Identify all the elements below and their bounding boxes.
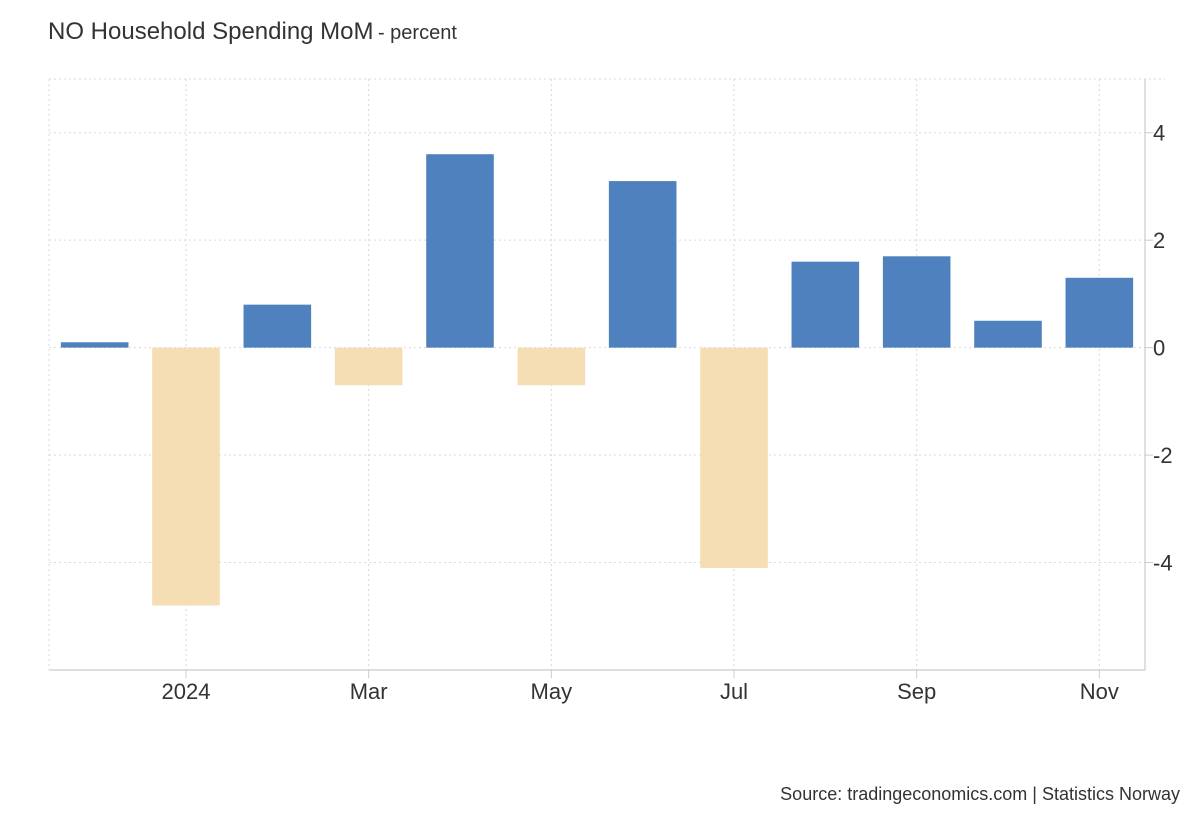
y-tick-label: -2: [1153, 443, 1173, 468]
x-tick-label: Nov: [1080, 679, 1119, 704]
axes: [49, 79, 1153, 678]
y-tick-label: 0: [1153, 336, 1165, 361]
x-tick-label: Mar: [350, 679, 388, 704]
y-tick-label: 2: [1153, 228, 1165, 253]
bar-2024-05: [517, 347, 586, 386]
y-axis-ticks: 4 2 0 -2 -4: [1153, 121, 1173, 576]
bar-2024-03: [334, 347, 403, 386]
x-axis-ticks: 2024 Mar May Jul Sep Nov: [162, 679, 1119, 704]
bar-2024-07: [700, 347, 768, 568]
chart-subtitle: - percent: [377, 22, 457, 44]
bar-2024-01: [152, 347, 220, 606]
bars: [60, 154, 1134, 606]
bar-2024-02: [243, 304, 312, 348]
bar-2024-10: [974, 320, 1042, 348]
bar-2024-06: [608, 181, 677, 348]
chart-title-row: NO Household Spending MoM - percent: [48, 18, 457, 46]
chart-title: NO Household Spending MoM: [48, 18, 374, 45]
x-tick-label: Jul: [720, 679, 748, 704]
x-tick-label: Sep: [897, 679, 936, 704]
x-tick-label: 2024: [162, 679, 211, 704]
bar-2024-08: [791, 261, 860, 348]
source-credit: Source: tradingeconomics.com | Statistic…: [780, 784, 1180, 804]
bar-2024-11: [1065, 277, 1134, 348]
bar-2024-04: [426, 154, 494, 348]
y-tick-label: 4: [1153, 121, 1165, 146]
bar-2023-12: [60, 342, 129, 348]
y-tick-label: -4: [1153, 551, 1173, 576]
x-tick-label: May: [531, 679, 573, 704]
bar-2024-09: [882, 256, 951, 348]
